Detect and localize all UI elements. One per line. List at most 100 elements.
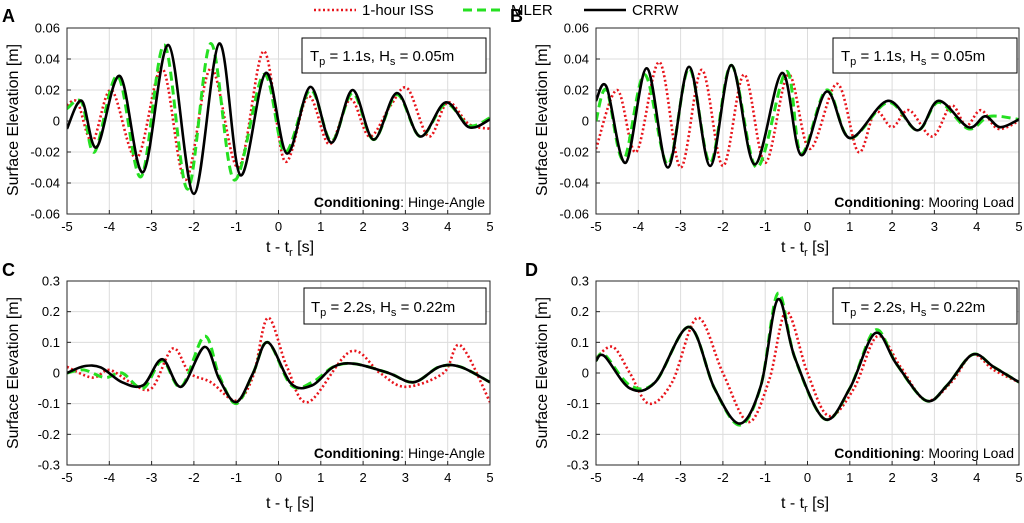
x-tick-label: 3 — [931, 470, 938, 485]
x-tick-label: 4 — [444, 219, 451, 234]
series-line-1-hour-iss — [596, 60, 1019, 169]
y-tick-label: 0.3 — [571, 274, 589, 289]
x-tick-label: -5 — [61, 470, 73, 485]
x-axis-label: t - tr [s] — [781, 495, 829, 515]
x-tick-label: -1 — [759, 470, 771, 485]
y-tick-label: -0.04 — [559, 176, 589, 191]
x-tick-label: -2 — [717, 219, 729, 234]
x-tick-label: -5 — [590, 470, 602, 485]
legend-label-crrw: CRRW — [632, 2, 679, 19]
x-tick-label: -3 — [675, 219, 687, 234]
y-axis-label: Surface Elevation [m] — [5, 297, 22, 449]
y-tick-label: 0.2 — [42, 304, 60, 319]
y-tick-label: 0.3 — [42, 274, 60, 289]
plot-frame — [595, 280, 1020, 466]
x-axis-label: t - tr [s] — [266, 495, 314, 515]
conditioning-label: Conditioning: Mooring Load — [834, 445, 1014, 461]
x-tick-label: -2 — [717, 470, 729, 485]
sea-state-box: Tp = 2.2s, Hs = 0.22m — [832, 287, 1018, 325]
panel-c: -5 -4 -3 -2 -1 0 1 2 3 4 5-0.3-0.2-0.100.10.20.3C … — [2, 260, 494, 515]
x-tick-label: 5 — [486, 470, 493, 485]
legend-label-iss: 1-hour ISS — [362, 2, 434, 19]
panel-label-c: C — [2, 260, 15, 280]
x-tick-label: 0 — [275, 470, 282, 485]
series-line-1-hour-iss — [67, 316, 490, 404]
sea-state-box: Tp = 2.2s, Hs = 0.22m — [303, 287, 487, 325]
plot-frame — [66, 27, 491, 215]
y-tick-label: -0.04 — [30, 176, 60, 191]
series-line-1-hour-iss — [67, 49, 490, 182]
x-tick-label: -4 — [104, 219, 116, 234]
plot-frame — [595, 27, 1020, 215]
y-tick-label: -0.1 — [567, 396, 589, 411]
panel-label-a: A — [2, 6, 15, 26]
y-tick-label: 0.06 — [35, 21, 60, 36]
x-tick-label: 5 — [1015, 470, 1022, 485]
panel-b: -5 -4 -3 -2 -1 0 1 2 3 4 5 -0.06 -0.04 -0.02 0 0.02 0.04… — [510, 6, 1023, 259]
panel-label-d: D — [525, 260, 538, 280]
plot-area: -5 -4 -3 -2 -1 0 1 2 3 4 5 -0.06 -0.04 -0.02 0 0.02 0.04… — [30, 21, 493, 235]
series-line-crrw — [67, 42, 490, 196]
series-line-mler — [67, 41, 490, 191]
svg-text:Tp = 1.1s, Hs = 0.05m: Tp = 1.1s, Hs = 0.05m — [310, 48, 454, 68]
y-tick-label: 0.02 — [35, 83, 60, 98]
x-tick-label: 4 — [973, 219, 980, 234]
x-tick-label: 2 — [359, 470, 366, 485]
x-tick-label: 0 — [804, 470, 811, 485]
y-tick-label: 0 — [53, 114, 60, 129]
svg-text:Tp = 1.1s, Hs = 0.05m: Tp = 1.1s, Hs = 0.05m — [841, 48, 985, 68]
conditioning-label: Conditioning: Mooring Load — [834, 194, 1014, 210]
x-tick-label: 2 — [888, 470, 895, 485]
x-tick-label: -2 — [188, 470, 200, 485]
sea-state-box: Tp = 1.1s, Hs = 0.05m — [301, 37, 487, 74]
conditioning-label: Conditioning: Hinge-Angle — [314, 194, 485, 210]
x-tick-label: 3 — [402, 470, 409, 485]
y-tick-label: 0.2 — [571, 304, 589, 319]
x-tick-label: -1 — [759, 219, 771, 234]
y-tick-label: -0.3 — [567, 458, 589, 473]
x-tick-label: 2 — [359, 219, 366, 234]
y-tick-label: 0.04 — [35, 52, 60, 67]
x-tick-label: -3 — [146, 219, 158, 234]
y-tick-label: -0.2 — [38, 427, 60, 442]
y-tick-label: 0.06 — [564, 21, 589, 36]
series-line-crrw — [596, 298, 1019, 425]
x-tick-label: -2 — [188, 219, 200, 234]
x-axis-label: t - tr [s] — [266, 239, 314, 259]
x-tick-label: -3 — [146, 470, 158, 485]
y-axis-label: Surface Elevation [m] — [534, 44, 551, 196]
x-tick-label: 0 — [804, 219, 811, 234]
x-tick-label: -4 — [633, 470, 645, 485]
svg-text:Tp = 2.2s, Hs = 0.22m: Tp = 2.2s, Hs = 0.22m — [311, 299, 455, 319]
panel-a: -5 -4 -3 -2 -1 0 1 2 3 4 5 -0.06 -0.04 -0.02 0 0.02 0.04… — [2, 6, 494, 259]
y-tick-label: 0 — [582, 114, 589, 129]
x-tick-label: 1 — [317, 470, 324, 485]
x-tick-label: 4 — [973, 470, 980, 485]
plot-frame — [66, 280, 491, 466]
y-axis-label: Surface Elevation [m] — [5, 44, 22, 196]
plot-area: -5 -4 -3 -2 -1 0 1 2 3 4 5 -0.06 -0.04 -0.02 0 0.02 0.04… — [559, 21, 1022, 235]
x-tick-label: 3 — [402, 219, 409, 234]
x-tick-label: 4 — [444, 470, 451, 485]
x-tick-label: 1 — [317, 219, 324, 234]
x-tick-label: 5 — [1015, 219, 1022, 234]
series-line-crrw — [596, 63, 1019, 169]
x-tick-label: -4 — [633, 219, 645, 234]
y-tick-label: -0.06 — [30, 207, 60, 222]
x-axis-label: t - tr [s] — [781, 239, 829, 259]
y-tick-label: -0.3 — [38, 458, 60, 473]
series-line-crrw — [67, 341, 490, 404]
svg-text:Tp = 2.2s, Hs = 0.22m: Tp = 2.2s, Hs = 0.22m — [841, 299, 985, 319]
x-tick-label: -5 — [590, 219, 602, 234]
y-axis-label: Surface Elevation [m] — [534, 297, 551, 449]
x-tick-label: 3 — [931, 219, 938, 234]
y-tick-label: 0 — [53, 366, 60, 381]
y-tick-label: 0.04 — [564, 52, 589, 67]
y-tick-label: 0.02 — [564, 83, 589, 98]
y-tick-label: 0 — [582, 366, 589, 381]
y-tick-label: -0.06 — [559, 207, 589, 222]
x-tick-label: 1 — [846, 219, 853, 234]
x-tick-label: -4 — [104, 470, 116, 485]
y-tick-label: -0.02 — [30, 145, 60, 160]
x-tick-label: -1 — [230, 470, 242, 485]
